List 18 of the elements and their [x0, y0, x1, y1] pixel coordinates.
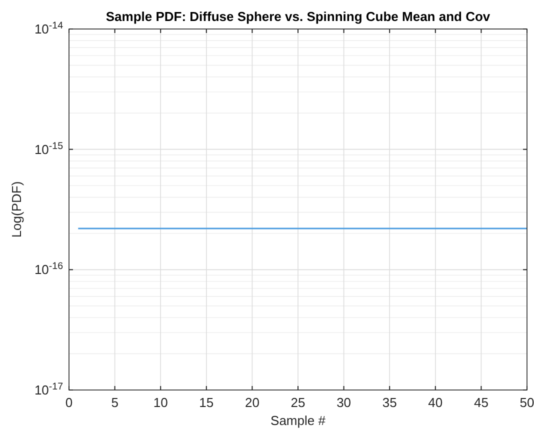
x-tick-label: 40 [428, 395, 443, 410]
y-axis-title: Log(PDF) [9, 181, 24, 238]
y-tick-label: 10$^{-15}$ [34, 140, 64, 157]
x-tick-label: 5 [111, 395, 118, 410]
y-tick-label: 10$^{-14}$ [34, 20, 64, 37]
x-tick-label: 20 [244, 395, 260, 410]
x-tick-label: 30 [336, 395, 352, 410]
x-tick-label: 0 [65, 395, 73, 410]
chart-title: Sample PDF: Diffuse Sphere vs. Spinning Cube Mean and Cov [106, 9, 491, 24]
x-tick-label: 10 [153, 395, 168, 410]
y-tick-label: 10$^{-16}$ [34, 260, 63, 278]
y-tick-label: 10$^{-17}$ [34, 381, 63, 398]
x-axis-title: Sample # [270, 413, 326, 428]
x-tick-label: 45 [474, 395, 488, 410]
x-tick-label: 50 [520, 395, 534, 410]
x-tick-label: 35 [382, 395, 397, 410]
x-tick-label: 15 [199, 395, 214, 410]
x-tick-label: 25 [290, 395, 306, 410]
